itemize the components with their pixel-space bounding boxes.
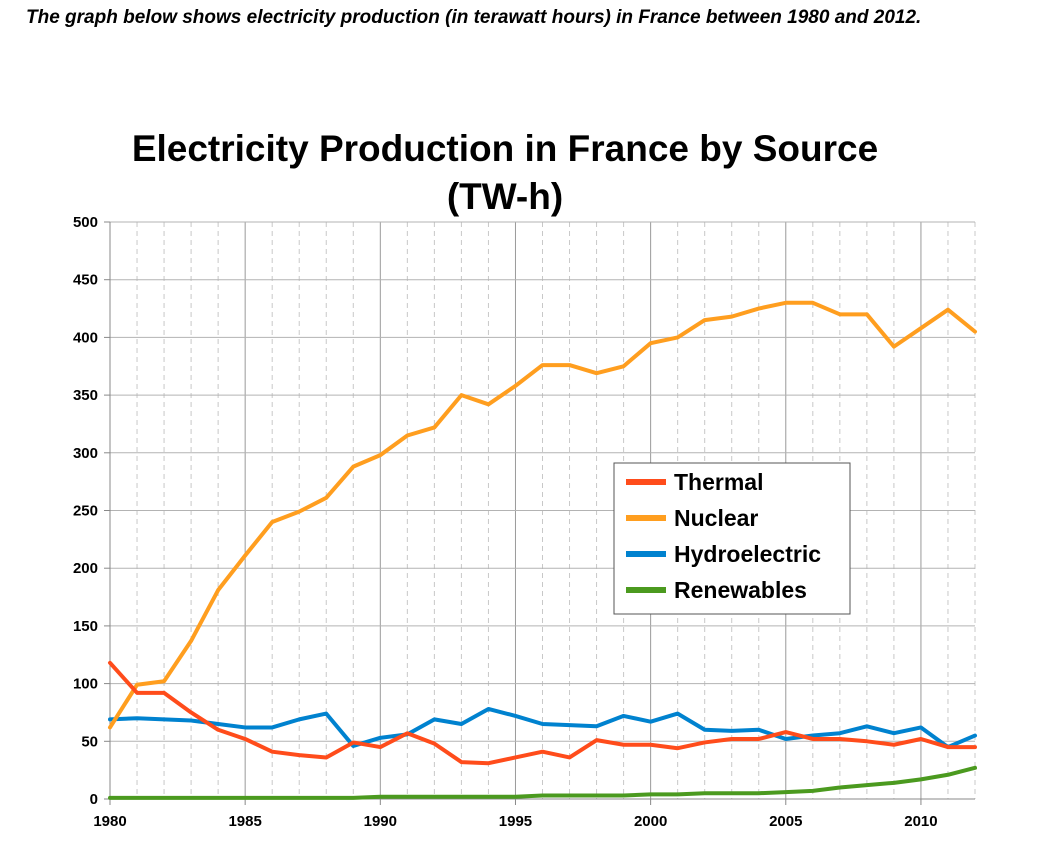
y-tick-label: 450 xyxy=(73,272,98,289)
chart-title: Electricity Production in France by Sour… xyxy=(131,128,879,169)
y-tick-label: 350 xyxy=(73,387,98,404)
y-tick-label: 0 xyxy=(90,791,98,808)
x-tick-label: 2005 xyxy=(769,813,802,830)
series-line-hydroelectric xyxy=(108,706,977,750)
legend-label-renewables: Renewables xyxy=(674,577,807,603)
series-line-nuclear xyxy=(108,300,977,730)
y-tick-label: 150 xyxy=(73,618,98,635)
x-tick-label: 2000 xyxy=(634,813,667,830)
x-tick-label: 1990 xyxy=(364,813,397,830)
intro-text: The graph below shows electricity produc… xyxy=(26,7,922,28)
legend: Thermal Nuclear Hydroelectric Renewables xyxy=(613,462,851,615)
y-tick-label: 300 xyxy=(73,445,98,462)
x-tick-label: 1985 xyxy=(228,813,261,830)
chart-subtitle: (TW-h) xyxy=(446,176,564,217)
y-tick-label: 50 xyxy=(81,733,98,750)
legend-label-hydroelectric: Hydroelectric xyxy=(674,541,821,567)
legend-label-nuclear: Nuclear xyxy=(674,505,758,531)
series-line-thermal xyxy=(108,660,977,766)
y-tick-label: 500 xyxy=(73,214,98,231)
y-tick-label: 100 xyxy=(73,676,98,693)
series-lines xyxy=(108,300,977,800)
x-tick-label: 1980 xyxy=(93,813,126,830)
y-tick-label: 400 xyxy=(73,329,98,346)
x-tick-label: 2010 xyxy=(904,813,937,830)
y-tick-label: 250 xyxy=(73,503,98,520)
series-line-renewables xyxy=(108,765,977,800)
x-tick-label: 1995 xyxy=(499,813,532,830)
legend-label-thermal: Thermal xyxy=(674,469,763,495)
y-tick-label: 200 xyxy=(73,560,98,577)
